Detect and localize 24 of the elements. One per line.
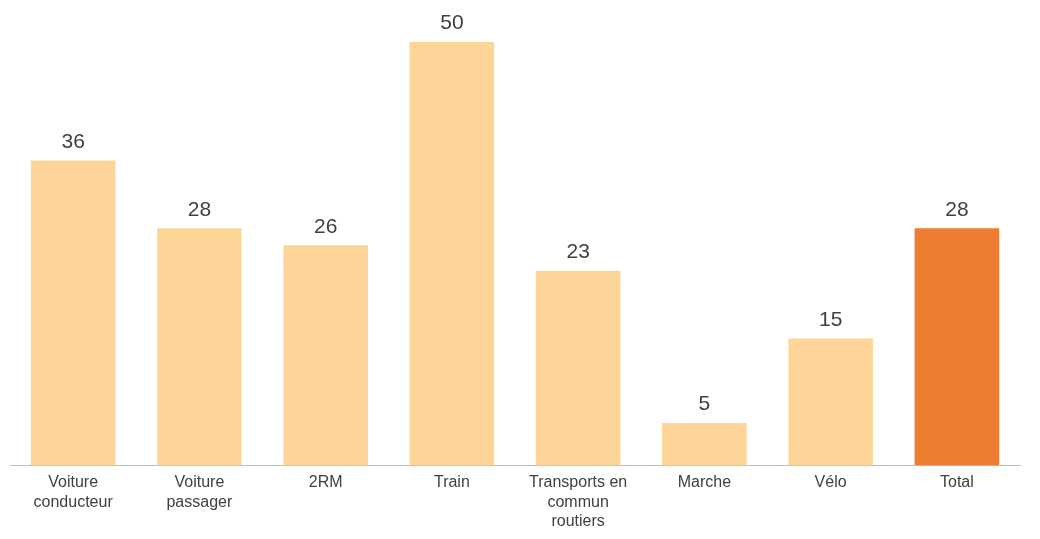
- bar: [283, 245, 368, 466]
- x-tick-label: Train: [433, 473, 470, 491]
- x-tick-label: Voiture conducteur: [33, 473, 114, 510]
- x-tick-label: Total: [939, 473, 974, 491]
- x-tick-label: Marche: [677, 473, 732, 491]
- bar: [409, 42, 495, 466]
- data-label: 26: [313, 213, 338, 237]
- x-tick-label: 2RM: [308, 473, 343, 491]
- x-tick-label: Vélo: [814, 473, 847, 491]
- bar: [662, 423, 747, 466]
- data-label: 15: [818, 306, 843, 330]
- data-label: 23: [566, 238, 590, 262]
- bar: [535, 270, 621, 466]
- bar: [157, 228, 242, 466]
- data-label: 28: [187, 196, 212, 220]
- x-tick-label: Transports en commun routiers: [529, 473, 628, 529]
- data-label: 50: [440, 10, 464, 34]
- data-label: 28: [945, 196, 969, 220]
- data-label: 36: [61, 128, 85, 152]
- bar: [788, 338, 873, 466]
- bar: [914, 228, 1000, 466]
- x-tick-label: Voiture passager: [166, 473, 233, 510]
- bar: [30, 160, 116, 466]
- data-label: 5: [698, 391, 711, 415]
